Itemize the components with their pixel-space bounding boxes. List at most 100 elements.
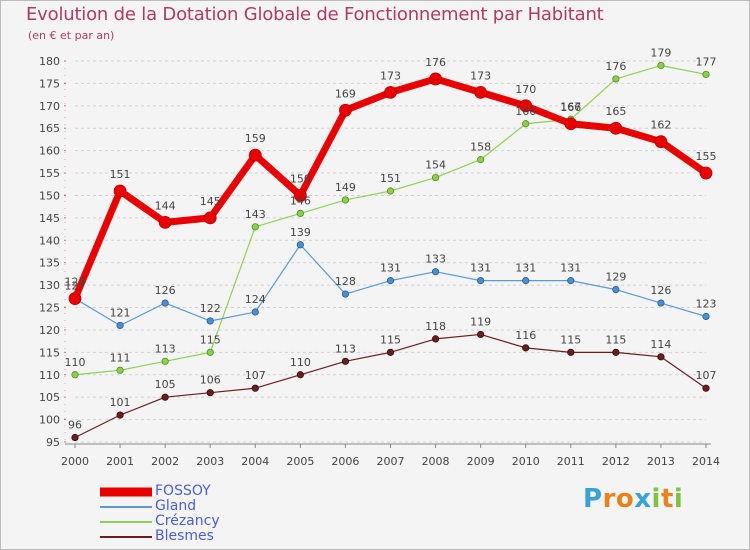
data-point-crzancy xyxy=(386,187,395,195)
data-label-blesmes: 115 xyxy=(605,333,626,346)
data-label-blesmes: 106 xyxy=(200,374,221,387)
data-point-crzancy xyxy=(431,173,440,182)
data-point-fossoy xyxy=(429,72,442,86)
data-point-fossoy xyxy=(609,121,623,135)
x-tick-label: 2000 xyxy=(61,455,89,468)
data-point-gland xyxy=(657,299,665,307)
y-tick-label: 130 xyxy=(39,279,60,292)
data-point-crzancy xyxy=(341,196,350,204)
data-label-fossoy: 155 xyxy=(696,150,717,163)
y-tick-label: 170 xyxy=(39,100,60,113)
data-point-blesmes xyxy=(386,348,395,356)
x-tick-label: 2010 xyxy=(512,455,540,468)
data-label-crzancy: 146 xyxy=(290,194,311,207)
x-tick-label: 2004 xyxy=(241,455,269,468)
legend-swatch xyxy=(100,520,152,523)
x-tick-label: 2002 xyxy=(151,455,179,468)
data-label-fossoy: 150 xyxy=(290,172,311,185)
y-tick-label: 125 xyxy=(39,302,60,315)
data-point-gland xyxy=(386,277,395,285)
x-tick-label: 2007 xyxy=(377,455,405,468)
data-label-fossoy: 173 xyxy=(470,69,491,82)
data-label-fossoy: 127 xyxy=(65,276,86,289)
y-tick-label: 180 xyxy=(39,55,60,68)
data-point-fossoy xyxy=(293,189,307,202)
data-label-gland: 126 xyxy=(155,284,176,297)
data-point-crzancy xyxy=(702,70,710,79)
legend-swatch xyxy=(100,535,152,538)
logo-letter: P xyxy=(583,484,603,514)
data-point-blesmes xyxy=(251,384,259,392)
data-label-crzancy: 167 xyxy=(560,100,581,113)
data-label-crzancy: 176 xyxy=(605,60,626,73)
data-label-gland: 122 xyxy=(200,302,221,315)
legend-swatch xyxy=(100,505,152,508)
data-label-gland: 127 xyxy=(65,280,86,293)
data-point-fossoy xyxy=(519,99,533,113)
y-tick-label: 175 xyxy=(39,77,60,90)
data-point-blesmes xyxy=(612,348,620,356)
x-tick-label: 2013 xyxy=(647,455,675,468)
data-point-blesmes xyxy=(657,353,665,361)
data-point-crzancy xyxy=(71,371,79,379)
data-point-fossoy xyxy=(474,85,488,99)
data-label-gland: 126 xyxy=(650,284,671,297)
data-point-blesmes xyxy=(116,411,124,419)
data-label-fossoy: 159 xyxy=(245,132,266,145)
data-point-crzancy xyxy=(657,61,665,70)
legend-label: Blesmes xyxy=(155,528,214,544)
y-tick-label: 140 xyxy=(39,234,60,247)
data-label-gland: 139 xyxy=(290,226,311,239)
data-label-crzancy: 151 xyxy=(380,172,401,185)
legend-item: Blesmes xyxy=(100,529,320,544)
chart-title: Evolution de la Dotation Globale de Fonc… xyxy=(26,4,604,25)
data-point-fossoy xyxy=(654,135,668,149)
data-point-fossoy xyxy=(339,103,352,117)
data-label-gland: 129 xyxy=(605,271,626,284)
data-label-blesmes: 107 xyxy=(696,369,717,382)
data-label-crzancy: 110 xyxy=(65,356,86,369)
data-point-blesmes xyxy=(477,330,485,339)
data-point-blesmes xyxy=(341,357,350,365)
data-point-fossoy xyxy=(203,211,217,225)
data-label-blesmes: 114 xyxy=(650,338,671,351)
data-point-blesmes xyxy=(702,384,710,392)
data-point-crzancy xyxy=(206,348,214,356)
data-label-gland: 121 xyxy=(110,306,131,319)
legend-swatch xyxy=(100,487,152,496)
data-point-blesmes xyxy=(522,344,530,352)
y-tick-label: 115 xyxy=(39,346,60,359)
x-tick-label: 2008 xyxy=(422,455,450,468)
y-tick-label: 145 xyxy=(39,212,60,225)
data-point-gland xyxy=(477,277,485,285)
x-tick-label: 2003 xyxy=(196,455,224,468)
data-label-crzancy: 154 xyxy=(425,159,446,172)
data-point-gland xyxy=(522,277,530,285)
y-tick-label: 155 xyxy=(39,167,60,180)
data-label-gland: 133 xyxy=(425,253,446,266)
x-tick-label: 2009 xyxy=(467,455,495,468)
legend-label: Gland xyxy=(155,498,197,514)
data-label-gland: 131 xyxy=(470,262,491,275)
data-point-blesmes xyxy=(161,393,169,401)
data-label-gland: 128 xyxy=(335,275,356,288)
data-label-fossoy: 162 xyxy=(650,119,671,132)
y-tick-label: 110 xyxy=(39,369,60,382)
logo-letter: i xyxy=(673,484,684,514)
legend-label: Crézancy xyxy=(155,513,220,529)
data-point-gland xyxy=(116,321,124,330)
data-point-crzancy xyxy=(116,366,124,374)
x-tick-label: 2001 xyxy=(106,455,134,468)
data-point-fossoy xyxy=(113,184,127,198)
data-point-gland xyxy=(431,268,440,276)
data-label-gland: 131 xyxy=(380,262,401,275)
data-label-fossoy: 166 xyxy=(560,101,581,114)
data-point-blesmes xyxy=(296,371,304,379)
data-point-crzancy xyxy=(161,357,169,365)
data-point-crzancy xyxy=(477,156,485,164)
data-point-fossoy xyxy=(248,148,262,162)
data-point-fossoy xyxy=(564,117,578,131)
y-tick-label: 165 xyxy=(39,122,60,135)
data-label-gland: 123 xyxy=(696,297,717,310)
legend-item: Crézancy xyxy=(100,514,320,529)
